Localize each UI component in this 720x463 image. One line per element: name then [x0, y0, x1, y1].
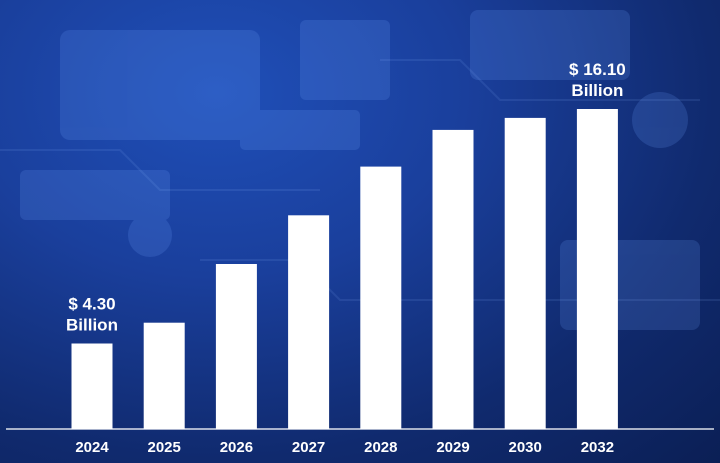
bar-2025 [143, 322, 185, 429]
x-tick-2029: 2029 [436, 439, 469, 456]
data-label-value-2024: $ 4.30 [68, 295, 115, 314]
bar-2024 [71, 343, 113, 429]
bar-2029 [432, 129, 474, 429]
bar-2030 [504, 117, 546, 430]
x-tick-2032: 2032 [581, 439, 614, 456]
bar-2026 [215, 264, 257, 429]
bar-2027 [288, 215, 330, 429]
bar-2028 [360, 166, 402, 429]
x-tick-2026: 2026 [220, 439, 253, 456]
bars [71, 109, 618, 430]
x-tick-2024: 2024 [75, 439, 109, 456]
x-tick-labels: 2024 2025 2026 2027 2028 2029 2030 2032 [75, 439, 614, 456]
x-tick-2027: 2027 [292, 439, 325, 456]
x-tick-2025: 2025 [148, 439, 181, 456]
x-tick-2030: 2030 [509, 439, 542, 456]
data-label-unit-2024: Billion [66, 316, 118, 335]
data-label-unit-2032: Billion [571, 81, 623, 100]
data-labels: $ 4.30 Billion $ 16.10 Billion [66, 60, 626, 335]
bar-2032 [576, 109, 618, 429]
x-tick-2028: 2028 [364, 439, 397, 456]
data-label-value-2032: $ 16.10 [569, 60, 626, 79]
